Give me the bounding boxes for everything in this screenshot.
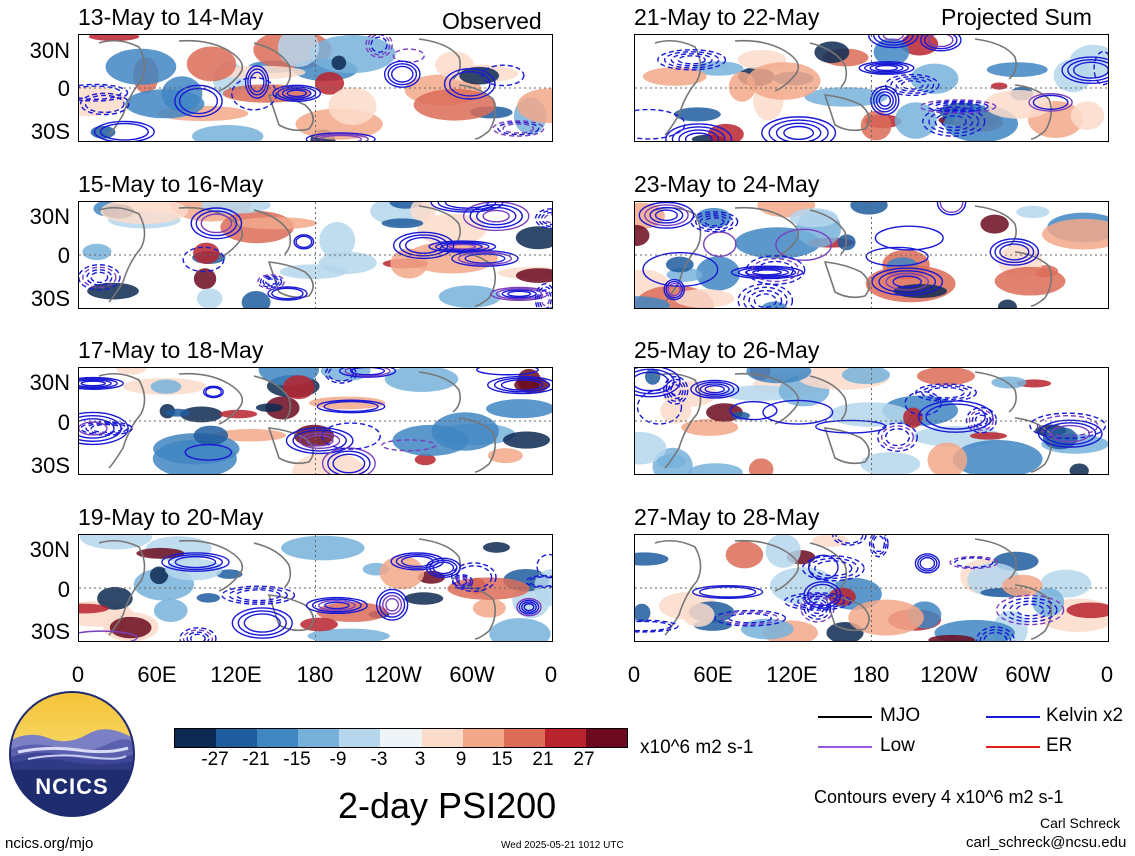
colorbar-swatch xyxy=(216,729,258,747)
colorbar-swatch xyxy=(421,729,463,747)
colorbar-tick-label: -21 xyxy=(242,749,270,770)
footer-author: Carl Schreck xyxy=(1040,815,1121,831)
map-panel-r0 xyxy=(634,34,1109,142)
colorbar-tick-label: 15 xyxy=(491,749,513,770)
colorbar-tick-label: -3 xyxy=(370,749,388,770)
colorbar xyxy=(174,728,628,748)
lon-label: 60W xyxy=(1005,662,1051,687)
lat-label-30n: 30N xyxy=(29,38,70,63)
colorbar-swatch xyxy=(339,729,381,747)
legend-line-mjo xyxy=(818,716,872,718)
colorbar-swatch xyxy=(380,729,422,747)
colorbar-swatch xyxy=(298,729,340,747)
legend-line-er xyxy=(986,746,1040,748)
panel-title-l2: 17-May to 18-May xyxy=(78,337,264,363)
lon-label: 180 xyxy=(296,662,334,687)
colorbar-tick-label: 9 xyxy=(455,749,467,770)
lat-label-30s: 30S xyxy=(30,286,70,311)
panel-label-projected: Projected Sum xyxy=(941,4,1092,30)
lon-label: 180 xyxy=(852,662,890,687)
legend-label-low: Low xyxy=(880,735,915,756)
colorbar-units: x10^6 m2 s-1 xyxy=(640,737,754,758)
map-panel-l1 xyxy=(78,201,553,309)
colorbar-swatch xyxy=(462,729,504,747)
panel-title-r2: 25-May to 26-May xyxy=(634,337,820,363)
lat-label-0: 0 xyxy=(57,577,70,602)
footer-email[interactable]: carl_schreck@ncsu.edu xyxy=(966,834,1127,851)
lat-label-30s: 30S xyxy=(30,119,70,144)
contour-note: Contours every 4 x10^6 m2 s-1 xyxy=(814,787,1064,807)
colorbar-tick-label: 27 xyxy=(573,749,595,770)
legend-line-low xyxy=(818,746,872,748)
footer-timestamp: Wed 2025-05-21 1012 UTC xyxy=(501,840,624,851)
colorbar-swatch xyxy=(585,729,628,747)
lat-label-30n: 30N xyxy=(29,370,70,395)
main-title: 2-day PSI200 xyxy=(338,785,557,826)
panel-title-l0: 13-May to 14-May xyxy=(78,4,264,30)
colorbar-tick-label: -9 xyxy=(329,749,347,770)
legend-line-kelvin xyxy=(986,716,1040,718)
panel-title-r0: 21-May to 22-May xyxy=(634,4,820,30)
lat-label-30s: 30S xyxy=(30,453,70,478)
colorbar-tick-label: -27 xyxy=(201,749,229,770)
map-panel-r3 xyxy=(634,534,1109,642)
lon-label: 60W xyxy=(449,662,495,687)
colorbar-tick-label: -15 xyxy=(283,749,311,770)
map-panel-l3 xyxy=(78,534,553,642)
panel-title-l1: 15-May to 16-May xyxy=(78,171,264,197)
lon-label: 120E xyxy=(210,662,262,687)
map-panel-l2 xyxy=(78,367,553,475)
colorbar-swatch xyxy=(544,729,586,747)
lat-label-30n: 30N xyxy=(29,204,70,229)
lat-label-0: 0 xyxy=(57,243,70,268)
ncics-logo[interactable]: NCICS xyxy=(8,690,136,818)
lon-label: 60E xyxy=(693,662,733,687)
logo-text: NCICS xyxy=(35,774,109,799)
colorbar-swatch xyxy=(257,729,299,747)
map-panel-r2 xyxy=(634,367,1109,475)
lon-label: 120W xyxy=(920,662,978,687)
legend-label-mjo: MJO xyxy=(880,705,921,726)
legend-label-er: ER xyxy=(1046,735,1073,756)
lon-label: 60E xyxy=(137,662,177,687)
lon-label: 0 xyxy=(71,662,85,687)
colorbar-swatch xyxy=(503,729,545,747)
footer-url[interactable]: ncics.org/mjo xyxy=(5,835,94,852)
lat-label-30n: 30N xyxy=(29,537,70,562)
legend-label-kelvin: Kelvin x2 xyxy=(1046,705,1124,726)
lat-label-0: 0 xyxy=(57,410,70,435)
lon-label: 0 xyxy=(627,662,641,687)
lon-label: 120W xyxy=(364,662,422,687)
colorbar-tick-label: 3 xyxy=(414,749,426,770)
lon-label: 0 xyxy=(1100,662,1114,687)
lat-label-0: 0 xyxy=(57,76,70,101)
panel-title-l3: 19-May to 20-May xyxy=(78,504,264,530)
panel-title-r3: 27-May to 28-May xyxy=(634,504,820,530)
colorbar-swatch xyxy=(175,729,217,747)
lat-label-30s: 30S xyxy=(30,619,70,644)
panel-title-r1: 23-May to 24-May xyxy=(634,171,820,197)
lon-label: 120E xyxy=(766,662,818,687)
lon-label: 0 xyxy=(544,662,558,687)
map-panel-l0 xyxy=(78,34,553,142)
colorbar-tick-label: 21 xyxy=(532,749,554,770)
panel-label-observed: Observed xyxy=(442,8,542,34)
map-panel-r1 xyxy=(634,201,1109,309)
ncics-logo-graphic xyxy=(9,691,135,817)
